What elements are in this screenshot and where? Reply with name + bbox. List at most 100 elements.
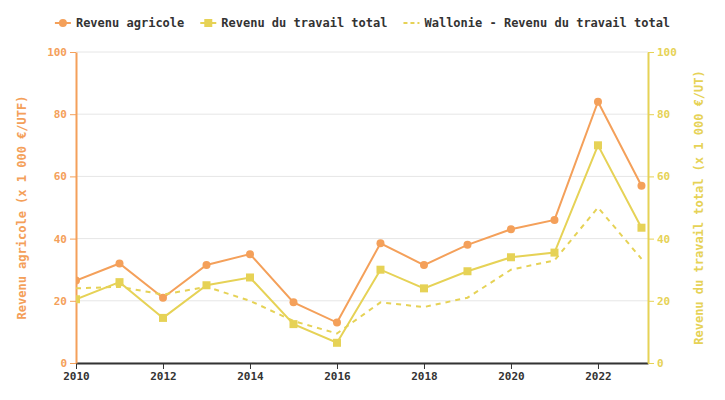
y-axis-title: Revenu agricole (x 1 000 €/UTF) <box>15 96 29 320</box>
tick-label: 60 <box>657 170 670 183</box>
tick-mark <box>648 239 654 240</box>
tick-label: 20 <box>54 295 67 308</box>
tick-mark <box>250 363 251 369</box>
marker <box>333 319 341 327</box>
grid-line <box>76 176 648 177</box>
tick-mark <box>648 301 654 302</box>
grid-line <box>76 114 648 115</box>
x-axis: 2010 2012 2014 2016 2018 2020 2022 <box>63 363 648 383</box>
tick-label: 2020 <box>498 370 524 383</box>
tick-label: 2016 <box>324 370 351 383</box>
y2-axis: 0 20 40 60 80 100 <box>648 46 677 370</box>
tick: 100 <box>648 46 677 59</box>
marker <box>115 259 123 267</box>
tick-mark <box>70 114 76 115</box>
tick-mark <box>76 363 77 369</box>
tick: 2018 <box>411 363 438 383</box>
tick-label: 2014 <box>237 370 264 383</box>
legend-item: Wallonie - Revenu du travail total <box>403 16 670 30</box>
tick-label: 60 <box>54 170 67 183</box>
tick-label: 0 <box>657 357 664 370</box>
series-line <box>76 145 641 342</box>
marker <box>376 239 384 247</box>
y-axis: 0 20 40 60 80 100 <box>47 46 76 370</box>
tick: 0 <box>648 357 664 370</box>
tick-mark <box>70 176 76 177</box>
marker <box>159 314 167 322</box>
marker <box>76 295 80 303</box>
marker <box>637 182 645 190</box>
legend-label: Revenu du travail total <box>221 16 387 30</box>
tick-mark <box>511 363 512 369</box>
marker <box>246 250 254 258</box>
marker <box>550 216 558 224</box>
tick: 2022 <box>585 363 612 383</box>
tick-mark <box>424 363 425 369</box>
marker <box>420 284 428 292</box>
tick: 80 <box>648 108 670 121</box>
axis-line <box>76 53 78 364</box>
tick-label: 0 <box>60 357 67 370</box>
tick: 2020 <box>498 363 524 383</box>
tick-label: 100 <box>657 46 677 59</box>
tick-mark <box>648 176 654 177</box>
axis-line <box>77 363 649 365</box>
legend-item: Revenu agricole <box>55 16 184 30</box>
tick: 2010 <box>63 363 90 383</box>
tick: 2014 <box>237 363 264 383</box>
grid-line <box>76 52 648 53</box>
marker <box>202 261 210 269</box>
tick-label: 2010 <box>63 370 90 383</box>
tick-mark <box>70 301 76 302</box>
marker <box>376 266 384 274</box>
series-line <box>76 102 641 323</box>
tick: 60 <box>648 170 670 183</box>
tick: 20 <box>54 295 76 308</box>
marker <box>76 277 80 285</box>
plot-area <box>76 98 645 347</box>
marker <box>463 267 471 275</box>
tick-label: 100 <box>47 46 67 59</box>
marker <box>463 241 471 249</box>
marker <box>594 141 602 149</box>
tick-label: 40 <box>657 233 670 246</box>
tick: 40 <box>648 233 670 246</box>
tick: 20 <box>648 295 670 308</box>
tick-mark <box>648 114 654 115</box>
tick-label: 40 <box>54 233 67 246</box>
legend-marker <box>204 19 212 27</box>
legend-symbol <box>403 22 419 24</box>
tick-label: 2018 <box>411 370 438 383</box>
tick-mark <box>70 239 76 240</box>
legend-marker <box>59 19 67 27</box>
y2-axis-title: Revenu du travail total (x 1 000 €/UT) <box>692 70 706 345</box>
legend-label: Revenu agricole <box>76 16 184 30</box>
marker <box>115 278 123 286</box>
axis-line <box>648 53 650 364</box>
tick-label: 80 <box>657 108 670 121</box>
tick-label: 20 <box>657 295 670 308</box>
tick: 0 <box>60 357 76 370</box>
marker <box>289 298 297 306</box>
grid-line <box>76 363 648 364</box>
tick: 80 <box>54 108 76 121</box>
tick-label: 2012 <box>150 370 177 383</box>
tick-mark <box>648 363 654 364</box>
marker <box>637 224 645 232</box>
tick-mark <box>648 52 654 53</box>
tick: 2016 <box>324 363 351 383</box>
marker <box>507 225 515 233</box>
marker <box>420 261 428 269</box>
tick-label: 2022 <box>585 370 612 383</box>
marker <box>507 253 515 261</box>
legend-label: Wallonie - Revenu du travail total <box>424 16 670 30</box>
tick: 2012 <box>150 363 177 383</box>
tick-mark <box>70 363 76 364</box>
tick-mark <box>598 363 599 369</box>
chart: 2010 2012 2014 2016 2018 2020 2022 0 20 40 60 80 100… <box>0 0 725 400</box>
series-line <box>76 208 641 334</box>
marker <box>594 98 602 106</box>
tick: 60 <box>54 170 76 183</box>
tick-mark <box>163 363 164 369</box>
legend-item: Revenu du travail total <box>200 16 387 30</box>
